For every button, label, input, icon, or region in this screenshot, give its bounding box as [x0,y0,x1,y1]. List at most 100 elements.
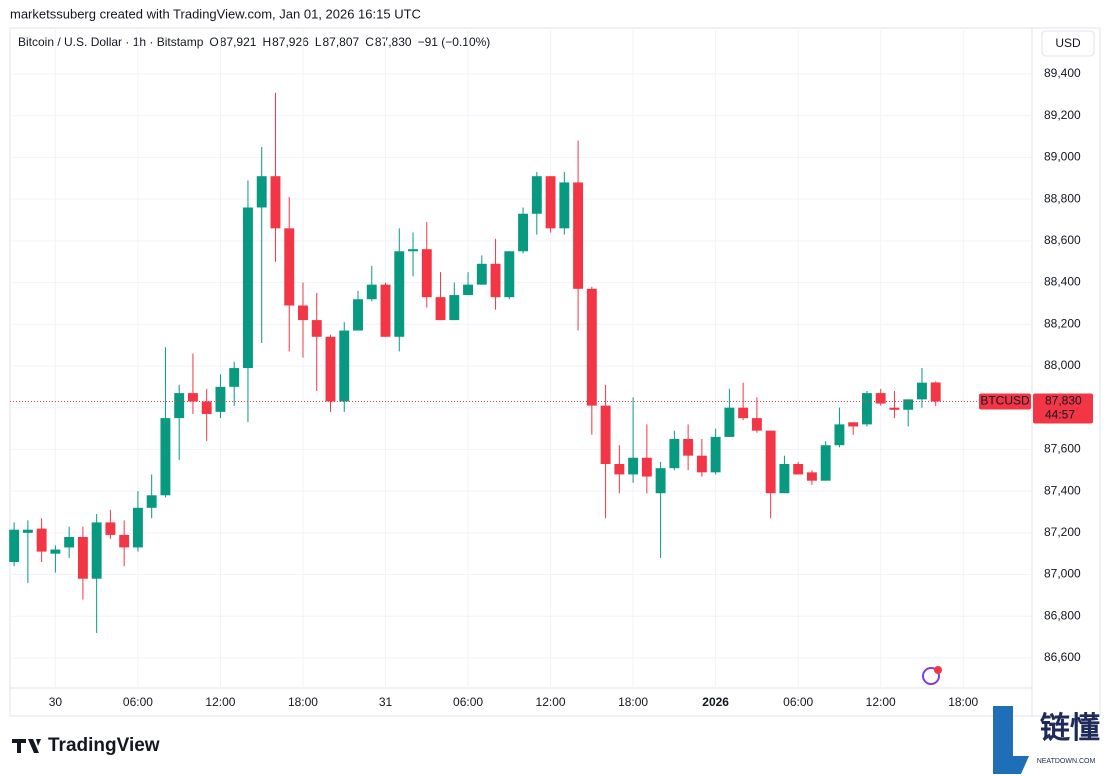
candle-body [215,386,226,412]
candle-body [518,213,529,252]
candle-body [641,457,652,477]
price-tag-value: 87,830 [1045,394,1082,408]
candle-body [146,495,157,508]
x-tick-label: 06:00 [783,695,813,709]
y-tick-label: 87,200 [1044,525,1081,539]
candle-body [229,368,240,387]
y-tick-label: 87,400 [1044,483,1081,497]
plot: 86,600 86,800 87,000 87,200 87,400 87,600 87,8… [9,30,1093,709]
candle-body [628,457,639,475]
candle-body [119,534,130,548]
candle-body [435,297,446,321]
y-tick-label: 89,200 [1044,108,1081,122]
candle-body [380,284,391,337]
x-tick-label: 12:00 [536,695,566,709]
candle-body [793,464,804,475]
y-tick-label: 88,400 [1044,275,1081,289]
x-tick-label: 2026 [702,695,729,709]
alert-icon [922,666,942,685]
y-tick-label: 86,600 [1044,650,1081,664]
y-tick-label: 87,600 [1044,442,1081,456]
candle-body [504,251,515,298]
candle-body [463,284,473,296]
candle-body [917,382,927,400]
ohlc-label: H [262,35,271,49]
x-tick-label: 18:00 [948,695,978,709]
currency-button[interactable] [1041,30,1095,57]
candle-body [201,401,212,414]
y-tick-label: 88,800 [1044,191,1081,205]
ohlc-value: 87,921 [220,35,257,49]
candle-body [669,438,680,469]
price-tag-countdown: 44:57 [1045,408,1075,422]
symbol: Bitcoin / U.S. Dollar · 1h · Bitstamp [18,35,204,49]
watermark-site: NEATDOWN.COM [1037,758,1096,765]
candle-body [545,176,556,229]
candle-body [36,528,47,552]
candle-body [875,393,886,404]
candle-body [930,382,941,402]
header: marketssuberg created with TradingView.c… [10,6,421,21]
ohlc-label: L [315,35,322,49]
brand-name: TradingView [48,735,160,756]
x-tick-label: 06:00 [453,695,483,709]
candle-body [449,295,460,321]
candle-body [243,207,253,369]
x-tick-label: 12:00 [866,695,896,709]
x-tick-label: 31 [379,695,393,709]
candle-body [889,407,900,410]
x-tick-label: 18:00 [288,695,318,709]
candle-body [614,464,625,475]
candle-body [339,330,350,402]
candle-body [586,288,597,406]
candle-body [77,537,88,579]
candle-body [394,251,405,337]
candle-body [806,472,817,481]
candle-body [476,263,487,285]
candle-body [325,336,336,402]
candle-body [559,182,570,229]
candle-body [600,405,611,465]
watermark: 链懂 NEATDOWN.COM [993,706,1100,774]
y-tick-label: 87,000 [1044,567,1081,581]
brand-logo: TradingView [12,735,160,756]
candle-body [132,507,143,548]
ohlc-label: O [209,35,218,49]
y-tick-label: 89,400 [1044,66,1081,80]
candle-body [187,393,198,402]
ohlc-change: −91 (−0.10%) [418,35,491,49]
x-tick-label: 12:00 [205,695,235,709]
candle-body [751,418,762,431]
candle-body [710,436,721,473]
candle-body [9,529,20,563]
candle-body [311,320,322,337]
ohlc-value: 87,807 [323,35,360,49]
candle-body [284,228,295,306]
candle-body [256,176,267,208]
y-tick-label: 86,800 [1044,608,1081,622]
candle-body [174,393,185,419]
candle-body [22,529,33,533]
symbol-tag-label: BTCUSD [980,394,1030,408]
ohlc-value: 87,830 [375,35,412,49]
candle-body [738,407,749,419]
x-tick-label: 06:00 [123,695,153,709]
candle-body [573,182,584,289]
candle-body [848,422,859,427]
price-tag [1033,393,1093,424]
candle-body [91,522,102,579]
ohlc-label: C [365,35,374,49]
currency-label[interactable]: USD [1055,36,1081,50]
candle-body [366,284,377,300]
x-tick-label: 18:00 [618,695,648,709]
candle-body [861,393,872,425]
candle-body [353,299,363,331]
candle-body [50,549,61,554]
candle-body [724,407,735,437]
candle-body [531,176,542,214]
candle-body [834,424,845,446]
chart-frame [9,27,1101,717]
